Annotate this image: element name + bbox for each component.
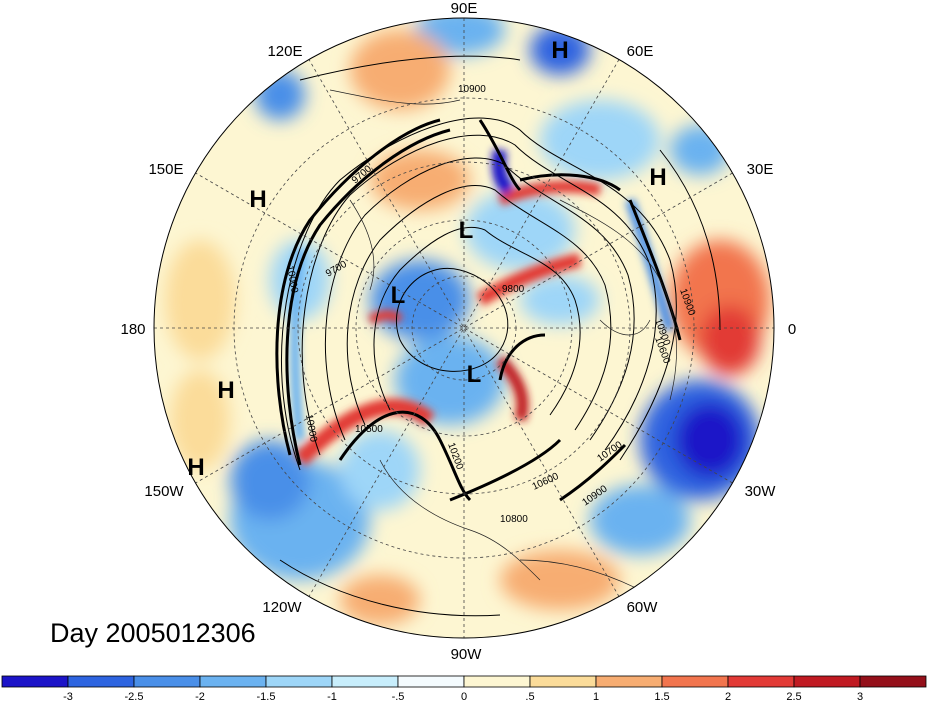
contour-label: 9800 [502,284,525,295]
map-boundary [153,17,775,639]
lon-label-120w: 120W [262,599,302,616]
colorbar-tick-label: -2.5 [125,691,144,702]
day-label: Day 2005012306 [50,618,256,648]
lon-label-150w: 150W [144,483,184,500]
low-center-label: L [391,282,406,309]
coastlines [329,89,677,591]
colorbar-swatch [331,675,399,688]
colorbar-swatch [793,675,861,688]
lon-label-150e: 150E [148,161,183,178]
colorbar-swatch [529,675,597,688]
colorbar-tick-label: .5 [525,691,534,702]
lon-label-120e: 120E [267,43,302,60]
low-center-label: L [459,217,474,244]
colorbar-swatch [661,675,729,688]
high-center-label: H [217,377,234,404]
lon-label-0: 0 [788,321,796,338]
contour-label: 10500 [355,424,383,435]
colorbar-tick-label: -3 [63,691,73,702]
contour-label: 10000 [284,265,300,295]
colorbar-swatch [463,675,531,688]
lon-label-60w: 60W [627,599,659,616]
graticule [154,18,774,638]
colorbar-tick-label: -.5 [392,691,405,702]
anomaly-field [165,18,770,625]
colorbar-tick-label: -1.5 [257,691,276,702]
colorbar-tick-label: 3 [857,691,863,702]
polar-stereographic-map: 90E 60E 30E 0 30W 60W 90W 120W 150W 180 … [120,0,796,663]
colorbar-swatch [727,675,795,688]
contour-label: 10900 [458,84,486,95]
contour-label: 10800 [500,514,528,525]
lon-label-180: 180 [120,321,145,338]
height-contours [275,55,721,617]
colorbar-tick-label: 2.5 [786,691,801,702]
longitude-labels: 90E 60E 30E 0 30W 60W 90W 120W 150W 180 … [120,0,796,663]
high-center-label: H [249,186,266,213]
lon-label-90e: 90E [451,0,478,17]
high-center-label: H [649,164,666,191]
colorbar: -3 -2.5 -2 -1.5 -1 -.5 0 .5 1 1.5 2 2.5 3 [1,675,927,702]
lon-label-60e: 60E [627,43,654,60]
lon-label-30e: 30E [747,161,774,178]
lon-label-90w: 90W [451,646,483,663]
high-center-label: H [187,454,204,481]
lon-label-30w: 30W [745,483,777,500]
colorbar-swatch [133,675,201,688]
colorbar-swatch [265,675,333,688]
colorbar-tick-label: 1 [593,691,599,702]
colorbar-swatch [199,675,267,688]
colorbar-swatch [67,675,135,688]
colorbar-tick-label: -2 [195,691,205,702]
colorbar-swatch [397,675,465,688]
low-center-label: L [467,361,482,388]
high-center-label: H [551,37,568,64]
colorbar-tick-label: 2 [725,691,731,702]
colorbar-tick-label: 1.5 [654,691,669,702]
contour-label: 10000 [303,414,319,444]
colorbar-swatch [859,675,927,688]
pressure-centers: H H H H H L L L [187,37,666,481]
colorbar-swatch [595,675,663,688]
colorbar-tick-label: -1 [327,691,337,702]
colorbar-swatch [1,675,69,688]
colorbar-tick-label: 0 [461,691,467,702]
